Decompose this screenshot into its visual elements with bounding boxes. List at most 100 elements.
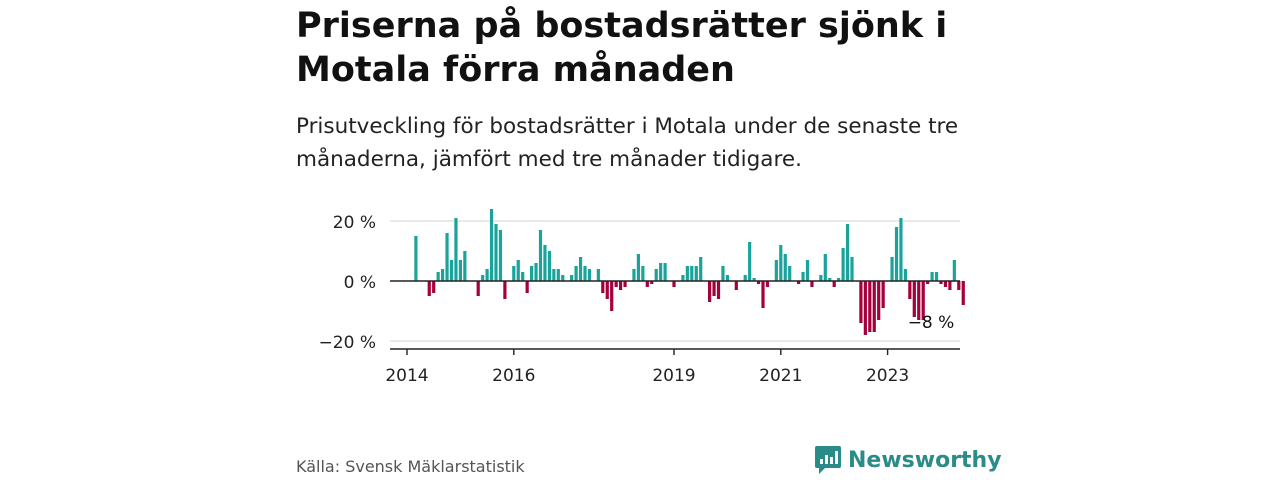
bar xyxy=(961,281,965,305)
bar xyxy=(645,281,649,287)
bar xyxy=(454,218,458,281)
bar xyxy=(797,281,801,284)
bar xyxy=(432,281,436,293)
y-tick-label: 0 % xyxy=(344,273,376,293)
bar xyxy=(948,281,952,290)
bar xyxy=(756,281,761,284)
bar xyxy=(783,254,787,281)
bar xyxy=(463,251,467,281)
bar xyxy=(596,269,600,281)
bar xyxy=(748,242,752,281)
bar xyxy=(805,260,810,281)
bar xyxy=(779,245,783,281)
bar xyxy=(659,263,663,281)
bar xyxy=(868,281,872,332)
bar xyxy=(436,272,440,281)
bar xyxy=(908,281,912,299)
bar xyxy=(485,269,489,281)
bar xyxy=(449,260,454,281)
chart-subtitle: Prisutveckling för bostadsrätter i Motal… xyxy=(296,114,959,172)
bar xyxy=(934,272,939,281)
bar xyxy=(926,281,930,284)
bar xyxy=(801,272,805,281)
bar xyxy=(890,257,894,281)
x-tick-label: 2016 xyxy=(492,366,535,386)
bar xyxy=(765,281,770,287)
x-tick-label: 2019 xyxy=(652,366,695,386)
bar xyxy=(832,281,836,287)
bar xyxy=(552,269,556,281)
bar xyxy=(587,269,592,281)
bar xyxy=(672,281,676,287)
bar xyxy=(556,269,560,281)
y-tick-label: 20 % xyxy=(333,213,376,233)
x-tick-label: 2014 xyxy=(385,366,428,386)
bar xyxy=(881,281,885,308)
bar xyxy=(774,260,778,281)
bar xyxy=(583,266,587,281)
tick-labels: 20 % 0 % −20 % 2014 2016 2019 2021 2023 −8 % xyxy=(319,213,955,386)
bar xyxy=(734,281,738,290)
bar xyxy=(712,281,716,296)
bar xyxy=(521,272,525,281)
source-note: Källa: Svensk Mäklarstatistik xyxy=(296,457,525,476)
x-tick-label: 2023 xyxy=(866,366,909,386)
bar xyxy=(828,278,832,281)
bar xyxy=(516,260,520,281)
bar xyxy=(427,281,431,296)
bar xyxy=(810,281,814,287)
bar xyxy=(823,254,827,281)
bar xyxy=(939,281,943,284)
bar xyxy=(445,233,449,281)
bar xyxy=(601,281,605,293)
bar xyxy=(943,281,948,287)
bar xyxy=(512,266,516,281)
bar xyxy=(663,263,667,281)
bar xyxy=(894,227,899,281)
grid-lines xyxy=(390,220,960,342)
axes xyxy=(390,280,960,355)
bar xyxy=(498,230,503,281)
bar xyxy=(578,257,583,281)
bar xyxy=(654,269,658,281)
chart-title: Priserna på bostadsrätter sjönk i Motala… xyxy=(296,6,948,90)
bar xyxy=(538,230,543,281)
brand-logo: Newsworthy xyxy=(814,444,1002,476)
bar xyxy=(481,275,485,281)
bar xyxy=(917,281,921,320)
bar xyxy=(725,275,729,281)
bar xyxy=(699,257,703,281)
bar xyxy=(547,251,551,281)
bar xyxy=(525,281,529,293)
bar xyxy=(899,218,903,281)
bars xyxy=(414,209,965,335)
bar xyxy=(494,224,498,281)
bar xyxy=(921,281,925,320)
bar xyxy=(623,281,627,287)
bar xyxy=(414,236,418,281)
bar xyxy=(685,266,689,281)
bar xyxy=(788,266,792,281)
bar-chart: 20 % 0 % −20 % 2014 2016 2019 2021 2023 −8 % xyxy=(319,209,965,386)
bar xyxy=(859,281,863,323)
bar xyxy=(605,281,609,299)
bar xyxy=(863,281,867,335)
x-tick-label: 2021 xyxy=(759,366,802,386)
bar xyxy=(752,278,756,281)
bar xyxy=(708,281,712,302)
bar xyxy=(503,281,507,299)
bar xyxy=(721,266,725,281)
bar xyxy=(761,281,765,308)
bar xyxy=(561,275,565,281)
bar xyxy=(636,254,640,281)
bar xyxy=(952,260,956,281)
bar xyxy=(574,266,578,281)
bar xyxy=(694,266,698,281)
bar xyxy=(903,269,907,281)
bar xyxy=(489,209,494,281)
bar xyxy=(837,278,841,281)
bar xyxy=(850,257,854,281)
y-tick-label: −20 % xyxy=(319,333,376,353)
bar xyxy=(912,281,916,317)
bar xyxy=(716,281,721,299)
